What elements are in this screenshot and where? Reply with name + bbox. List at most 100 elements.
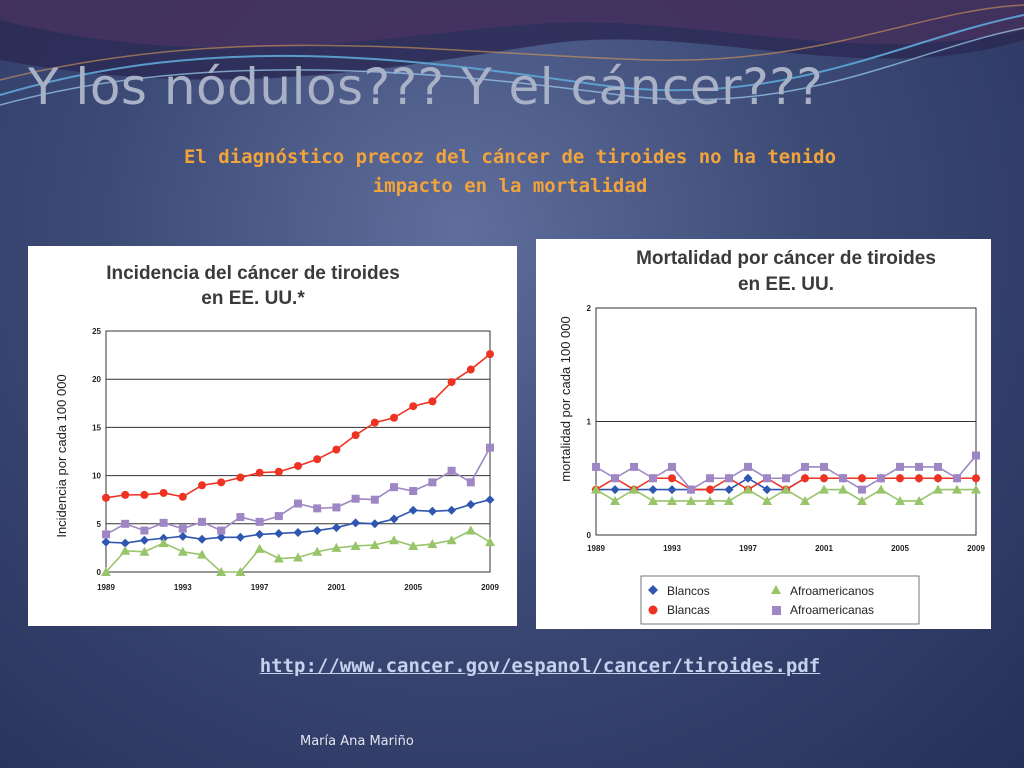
- mortality-chart-title-line1: Mortalidad por cáncer de tiroides: [636, 248, 936, 269]
- incidence-data-point: [485, 537, 495, 547]
- slide-title: Y los nódulos??? Y el cáncer???: [28, 58, 824, 116]
- legend-marker-blancos: [648, 585, 658, 595]
- mortality-data-point: [820, 474, 828, 483]
- incidence-data-point: [120, 538, 130, 548]
- mortality-data-point: [896, 462, 904, 471]
- incidence-data-point: [331, 523, 341, 533]
- incidence-data-point: [198, 517, 206, 526]
- incidence-data-point: [351, 431, 360, 440]
- mortality-data-point: [705, 495, 715, 505]
- incidence-data-point: [235, 532, 245, 542]
- incidence-chart-title-line2: en EE. UU.*: [201, 288, 305, 309]
- incidence-data-point: [369, 540, 380, 550]
- mortality-data-point: [915, 474, 923, 483]
- author-footer: María Ana Mariño: [300, 734, 414, 749]
- incidence-data-point: [313, 504, 322, 513]
- mortality-data-point: [857, 495, 867, 505]
- mortality-data-point: [819, 484, 829, 494]
- mortality-chart: Mortalidad por cáncer de tiroides en EE.…: [558, 248, 985, 625]
- mortality-data-point: [972, 451, 980, 460]
- slide-subtitle: El diagnóstico precoz del cáncer de tiro…: [183, 146, 837, 197]
- mortality-x-tick-label: 2009: [967, 544, 985, 553]
- mortality-data-point: [782, 474, 790, 483]
- mortality-data-point: [611, 474, 619, 483]
- legend-box: [640, 575, 920, 625]
- incidence-data-point: [254, 543, 265, 553]
- mortality-data-point: [933, 484, 943, 494]
- mortality-data-point: [781, 484, 791, 494]
- mortality-data-point: [706, 485, 714, 494]
- incidence-data-point: [121, 490, 130, 499]
- mortality-chart-title-line2: en EE. UU.: [738, 274, 834, 295]
- mortality-data-point: [820, 462, 828, 471]
- incidence-data-point: [486, 443, 494, 452]
- incidence-data-point: [466, 500, 476, 510]
- incidence-series-3: [101, 525, 495, 576]
- mortality-data-point: [724, 485, 734, 495]
- incidence-data-point: [178, 531, 188, 541]
- legend-label-afroamericanas: Afroamericanas: [790, 603, 874, 617]
- mortality-data-point: [744, 462, 752, 471]
- mortality-data-point: [876, 484, 886, 494]
- incidence-data-point: [140, 526, 149, 535]
- source-link[interactable]: http://www.cancer.gov/espanol/cancer/tir…: [259, 655, 821, 677]
- mortality-data-point: [706, 474, 714, 483]
- incidence-data-point: [178, 524, 187, 533]
- incidence-x-tick-label: 2005: [404, 583, 422, 592]
- mortality-data-point: [724, 495, 734, 505]
- incidence-data-point: [101, 537, 111, 547]
- mortality-data-point: [877, 474, 885, 483]
- incidence-data-point: [235, 567, 246, 576]
- incidence-data-point: [274, 528, 284, 538]
- incidence-data-point: [447, 466, 456, 475]
- incidence-data-point: [350, 540, 361, 550]
- mortality-data-point: [896, 474, 904, 483]
- mortality-data-point: [630, 462, 638, 471]
- incidence-data-point: [408, 540, 419, 550]
- mortality-data-point: [668, 474, 676, 483]
- mortality-x-tick-label: 1989: [587, 544, 605, 553]
- mortality-data-point: [667, 485, 677, 495]
- incidence-data-point: [294, 461, 302, 470]
- mortality-data-point: [648, 495, 658, 505]
- incidence-data-point: [255, 468, 264, 477]
- incidence-data-point: [140, 490, 149, 499]
- incidence-chart: Incidencia del cáncer de tiroides en EE.…: [54, 263, 499, 592]
- mortality-data-point: [762, 485, 772, 495]
- mortality-data-point: [668, 462, 676, 471]
- incidence-data-point: [101, 567, 111, 576]
- mortality-data-point: [858, 474, 866, 483]
- incidence-data-point: [331, 542, 342, 552]
- mortality-data-point: [592, 462, 600, 471]
- incidence-series-1: [101, 495, 495, 548]
- mortality-data-point: [610, 495, 620, 505]
- mortality-data-point: [934, 474, 942, 483]
- incidence-data-point: [294, 499, 302, 508]
- incidence-data-point: [255, 529, 265, 539]
- incidence-data-point: [217, 478, 226, 487]
- mortality-data-point: [971, 484, 981, 494]
- mortality-data-point: [895, 495, 905, 505]
- incidence-data-point: [102, 493, 110, 502]
- mortality-data-point: [725, 474, 733, 483]
- incidence-chart-panel: Incidencia del cáncer de tiroides en EE.…: [28, 246, 517, 626]
- mortality-data-point: [934, 462, 942, 471]
- legend-marker-afroamericanas: [772, 606, 781, 615]
- incidence-data-point: [274, 467, 283, 476]
- incidence-data-point: [273, 553, 284, 563]
- incidence-x-tick-label: 2009: [481, 583, 499, 592]
- incidence-chart-title-line1: Incidencia del cáncer de tiroides: [106, 263, 400, 284]
- incidence-data-point: [102, 530, 110, 539]
- mortality-data-point: [839, 474, 847, 483]
- incidence-data-point: [293, 552, 303, 562]
- incidence-data-point: [216, 532, 226, 542]
- incidence-series-2: [102, 443, 494, 539]
- incidence-data-point: [198, 481, 206, 490]
- incidence-data-point: [409, 487, 418, 496]
- incidence-data-point: [428, 397, 437, 406]
- incidence-data-point: [216, 567, 227, 576]
- mortality-data-point: [800, 495, 810, 505]
- incidence-data-point: [351, 494, 360, 503]
- incidence-y-tick-label: 25: [92, 327, 101, 336]
- legend-label-blancos: Blancos: [667, 584, 710, 598]
